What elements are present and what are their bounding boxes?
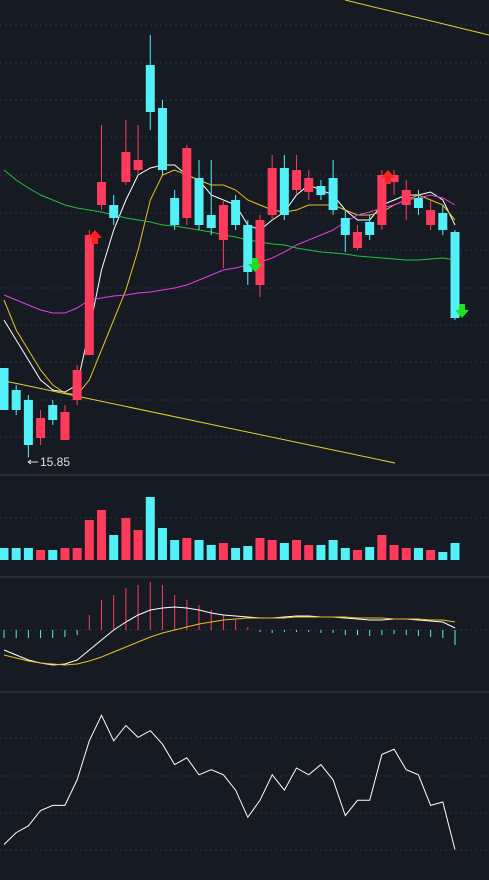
volume-bar (182, 538, 192, 560)
volume-bar (157, 528, 167, 560)
candle-body (145, 65, 155, 112)
candle-body (157, 108, 167, 170)
candle-body (365, 222, 375, 235)
candle-body (194, 178, 204, 225)
volume-bar (316, 545, 326, 560)
volume-bar (97, 510, 107, 560)
candle-body (279, 168, 289, 215)
candle-body (109, 205, 119, 218)
volume-bar (401, 548, 411, 560)
buy-signal (88, 230, 102, 244)
volume-bar (340, 548, 350, 560)
candle-body (304, 178, 314, 192)
volume-bar (218, 543, 228, 560)
candle-body (182, 148, 192, 218)
volume-bar (328, 540, 338, 560)
candle-body (292, 170, 302, 190)
volume-bar (170, 540, 180, 560)
candle-body (255, 220, 265, 285)
candle-body (267, 168, 277, 215)
candle-body (413, 198, 423, 208)
candle-body (84, 235, 94, 355)
candle-body (133, 160, 143, 170)
candle-body (426, 210, 436, 225)
volume-bar (279, 543, 289, 560)
macd-dea (3, 616, 456, 666)
volume-bar (389, 545, 399, 560)
sell-signal (455, 304, 469, 318)
volume-bar (426, 550, 436, 560)
candle-body (438, 213, 448, 230)
volume-bar (0, 548, 9, 560)
volume-bar (365, 547, 375, 560)
annotation-arrow (27, 459, 38, 465)
candle-body (377, 175, 387, 225)
volume-bar (377, 535, 387, 560)
candle-body (11, 390, 21, 410)
volume-bar (206, 545, 216, 560)
candle-body (328, 178, 338, 210)
trend-line (344, 0, 489, 36)
volume-bar (267, 540, 277, 560)
volume-bar (36, 550, 46, 560)
volume-bar (121, 518, 131, 560)
candle-body (48, 405, 58, 420)
macd-dif (3, 606, 456, 666)
candle-body (316, 186, 326, 195)
trend-line (0, 379, 396, 464)
buy-signal (381, 170, 395, 184)
volume-bar (292, 540, 302, 560)
candle-body (231, 200, 241, 225)
candle-body (23, 400, 33, 445)
candle-body (72, 370, 82, 400)
low-annotation: 15.85 (40, 455, 70, 469)
candle-body (170, 198, 180, 225)
volume-bar (109, 535, 119, 560)
volume-bar (84, 520, 94, 560)
volume-bar (438, 552, 448, 560)
volume-bar (60, 548, 70, 560)
moving-average (3, 169, 456, 261)
volume-bar (133, 530, 143, 560)
grid (0, 24, 489, 851)
candle-body (243, 225, 253, 272)
plot (0, 35, 460, 850)
volume-bar (145, 497, 155, 560)
candle-body (340, 218, 350, 235)
candle-body (206, 215, 216, 228)
oscillator-line (3, 714, 456, 850)
volume-bar (413, 548, 423, 560)
volume-bar (255, 538, 265, 560)
candle-body (401, 190, 411, 205)
candle-body (36, 418, 46, 438)
candle-body (121, 152, 131, 182)
volume-bar (243, 546, 253, 560)
candle-body (352, 232, 362, 248)
candle-body (0, 368, 9, 410)
volume-bar (72, 548, 82, 560)
sell-signal (248, 258, 262, 272)
volume-bar (450, 543, 460, 560)
volume-bar (352, 550, 362, 560)
volume-bar (48, 550, 58, 560)
volume-bar (11, 548, 21, 560)
volume-bar (304, 545, 314, 560)
candle-body (60, 412, 70, 440)
candle-body (450, 232, 460, 318)
volume-bar (23, 548, 33, 560)
candle-body (389, 175, 399, 182)
volume-bar (231, 548, 241, 560)
candle-body (218, 205, 228, 240)
candle-body (97, 182, 107, 205)
volume-bar (194, 540, 204, 560)
